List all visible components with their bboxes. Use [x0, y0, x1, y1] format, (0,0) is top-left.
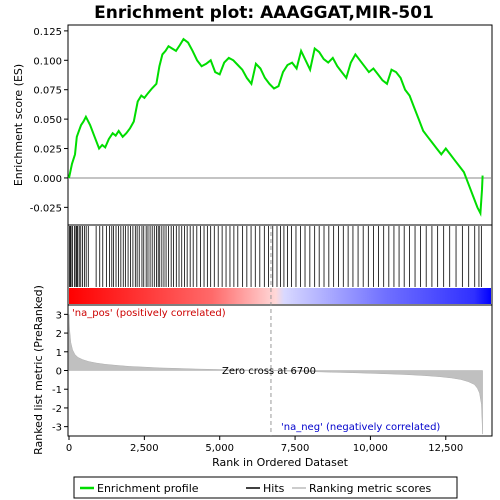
es-y-tick-label: 0.000: [33, 174, 62, 185]
rank-x-tick-label: 12,500: [428, 443, 463, 454]
enrichment-profile-line: [68, 37, 484, 217]
legend-frame: [73, 476, 458, 499]
rank-y-tick-label: -2: [52, 404, 62, 415]
rank-y-tick-label: 0: [56, 367, 62, 378]
rank-y-tick-label: 2: [56, 329, 62, 340]
hit-markers: [69, 226, 482, 287]
legend: Enrichment profile Hits Ranking metric s…: [73, 476, 458, 499]
es-y-tick-label: 0.075: [33, 86, 62, 97]
es-y-tick-label: 0.100: [33, 56, 62, 67]
es-y-label: Enrichment score (ES): [12, 64, 25, 186]
legend-hits-label: Hits: [263, 482, 285, 495]
chart-title: Enrichment plot: AAAGGAT,MIR-501: [94, 3, 434, 23]
zero-cross-label: Zero cross at 6700: [222, 366, 316, 377]
es-y-axis: 0.125 0.100 0.075 0.050 0.025 0.000 -0.025: [30, 27, 68, 214]
rank-y-tick-label: -3: [52, 423, 62, 434]
rank-y-axis: 3 2 1 0 -1 -2 -3: [52, 310, 68, 434]
es-panel: 0.125 0.100 0.075 0.050 0.025 0.000 -0.025 Enr…: [12, 24, 493, 226]
es-y-tick-label: 0.125: [33, 27, 62, 38]
es-y-tick-label: 0.025: [33, 145, 62, 156]
es-y-tick-label: -0.025: [30, 203, 62, 214]
rank-y-tick-label: 3: [56, 310, 62, 321]
neg-label: 'na_neg' (negatively correlated): [281, 422, 440, 433]
rank-x-label: Rank in Ordered Dataset: [212, 456, 349, 469]
es-y-tick-label: 0.050: [33, 115, 62, 126]
rank-y-tick-label: -1: [52, 385, 62, 396]
rank-x-tick-label: 2,500: [130, 443, 159, 454]
rank-x-axis: 0 2,500 5,000 7,500 10,000 12,500: [66, 436, 463, 454]
ranking-metric-area: [68, 314, 483, 435]
hits-panel: [67, 224, 493, 306]
rank-x-tick-label: 0: [66, 443, 72, 454]
legend-enrichment-label: Enrichment profile: [97, 482, 199, 495]
legend-ranking-label: Ranking metric scores: [309, 482, 431, 495]
rank-x-tick-label: 7,500: [281, 443, 310, 454]
pos-label: 'na_pos' (positively correlated): [72, 308, 226, 319]
rank-x-tick-label: 5,000: [205, 443, 234, 454]
rank-x-tick-label: 10,000: [353, 443, 388, 454]
rank-y-tick-label: 1: [56, 348, 62, 359]
rank-y-label: Ranked list metric (PreRanked): [32, 285, 45, 455]
rank-color-bar: [69, 288, 491, 304]
